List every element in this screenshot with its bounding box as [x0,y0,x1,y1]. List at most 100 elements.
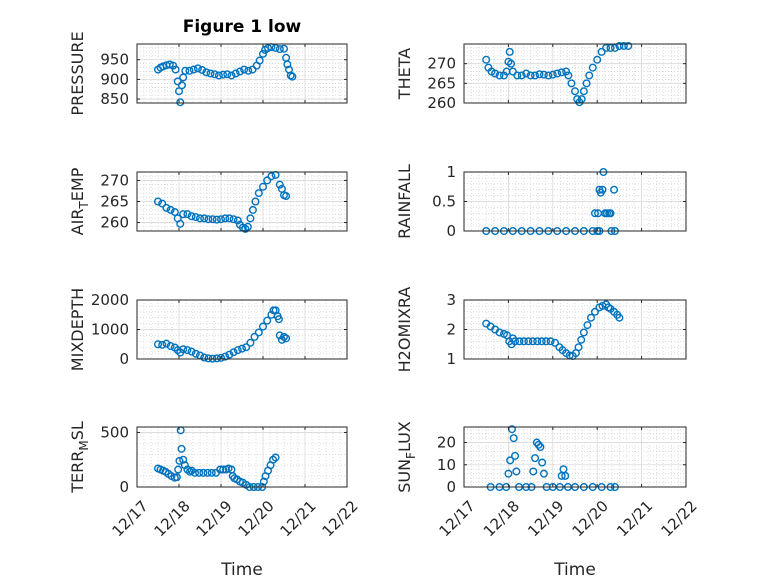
data-point [237,344,246,353]
y-tick-label: 1 [446,350,456,368]
data-point [177,81,186,90]
data-point [221,214,230,223]
data-point [195,214,204,223]
data-point [264,43,273,52]
data-point [551,338,560,347]
data-point [183,210,192,219]
data-point [534,440,543,449]
data-point [571,87,580,96]
data-point [242,343,251,352]
data-point [585,71,594,80]
data-point [158,199,167,208]
data-point [271,453,280,462]
x-tick-label: 12/19 [524,497,567,540]
data-point [216,215,225,224]
y-tick-label: 2 [446,321,456,339]
data-point [250,332,259,341]
data-point [233,216,242,225]
data-point [187,347,196,356]
data-point [177,444,186,453]
data-point [244,66,253,75]
data-point [259,477,268,486]
data-point [582,79,591,88]
y-tick-label: 270 [427,55,456,73]
data-point [512,467,521,476]
data-point [553,69,562,78]
data-point [511,451,520,460]
y-axis-label: SUNFLUX [395,421,418,493]
x-axis-label: Time [553,560,596,580]
data-point [282,192,291,201]
x-tick-label: 12/18 [150,497,193,540]
data-point [254,328,263,337]
data-point [187,212,196,221]
data-point [166,205,175,214]
x-tick-label: 12/21 [276,497,319,540]
data-point [199,468,208,477]
x-tick-label: 12/20 [569,497,612,540]
axes-box [463,426,687,488]
data-point [223,70,232,79]
data-point [495,328,504,337]
data-point [172,473,181,482]
y-tick-label: 260 [100,214,129,232]
data-point [243,222,252,231]
y-tick-label: 2000 [91,291,129,309]
data-point [263,316,272,325]
data-point [557,68,566,77]
data-point [564,71,573,80]
data-point [267,172,276,181]
data-point [509,434,518,443]
data-point [190,468,199,477]
data-point [231,69,240,78]
data-point [536,443,545,452]
y-tick-label: 270 [100,171,129,189]
data-point [259,322,268,331]
y-tick-label: 1000 [91,321,129,339]
data-point [216,353,225,362]
data-point [598,185,607,194]
x-tick-label: 12/17 [108,497,151,540]
data-point [286,71,295,80]
data-point [535,70,544,79]
y-tick-label: 950 [100,51,129,69]
data-point [538,458,547,467]
data-point [574,343,583,352]
data-point [198,65,207,74]
data-point [175,456,184,465]
data-point [254,189,263,198]
data-point [546,337,555,346]
data-point [537,337,546,346]
data-point [567,79,576,88]
data-point [179,455,188,464]
data-point [221,352,230,361]
data-point [259,49,268,58]
data-point [505,47,514,56]
data-point [214,71,223,80]
data-point [548,70,557,79]
axes-box [463,43,687,104]
data-point [590,307,599,316]
data-point [235,67,244,76]
subplot-sun_flux: 12/17 12/18 12/19 12/20 12/21 12/22 0 10 20 SUNFL… [395,421,701,580]
data-point [606,43,615,52]
x-tick-label: 12/20 [234,497,277,540]
data-point [577,335,586,344]
data-point [615,41,624,50]
data-point [255,56,264,65]
data-point [619,41,628,50]
y-tick-label: 0 [446,478,456,496]
data-point [528,337,537,346]
data-point [606,209,615,218]
data-point [562,67,571,76]
data-point [579,328,588,337]
data-point [212,215,221,224]
data-point [179,210,188,219]
data-point [227,71,236,80]
data-point [274,315,283,324]
data-point [504,469,513,478]
